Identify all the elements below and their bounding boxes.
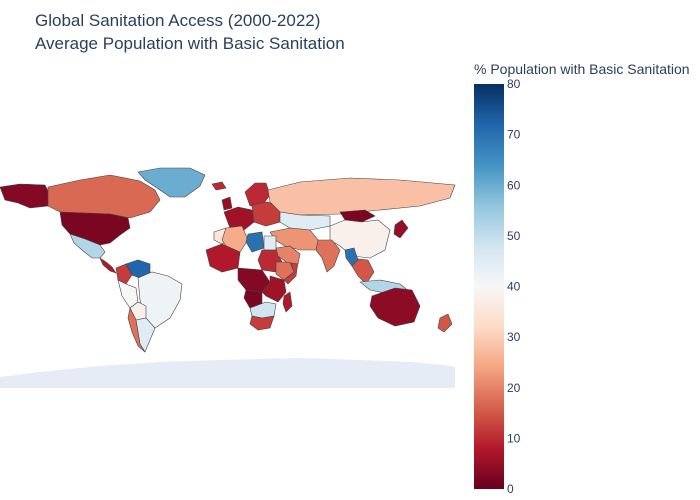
region-iceland[interactable]: Iceland: 10 (211, 181, 227, 191)
region-alaska[interactable]: Alaska: 3 (0, 183, 51, 209)
region-united-states[interactable]: United States: 2 (59, 211, 131, 246)
colorbar-ticks: 0 10 20 30 40 50 60 70 80 (507, 77, 521, 496)
region-egypt[interactable]: Egypt: 45 (263, 235, 277, 251)
region-china[interactable]: China: 38 (329, 219, 391, 259)
region-saudi-arabia[interactable]: Saudi Arabia: 20 (275, 245, 301, 265)
region-central-america[interactable]: Central America: 8 (99, 257, 117, 274)
colorbar-tick-60: 60 (507, 178, 521, 192)
region-east-africa[interactable]: East Africa: 6 (261, 275, 287, 303)
colorbar: 0 10 20 30 40 50 60 70 80 (474, 77, 521, 496)
colorbar-tick-10: 10 (507, 431, 521, 445)
colorbar-tick-30: 30 (507, 330, 521, 344)
region-greenland[interactable]: Greenland: 60 (137, 167, 206, 198)
region-united-kingdom[interactable]: United Kingdom: 5 (221, 196, 233, 211)
region-madagascar[interactable]: Madagascar: 8 (282, 291, 293, 313)
region-middle-east[interactable]: Middle East: 22 (269, 227, 319, 251)
region-mongolia[interactable]: Mongolia: 2 (339, 209, 376, 223)
antarctica (0, 358, 455, 388)
colorbar-tick-80: 80 (507, 77, 521, 91)
region-canada[interactable]: Canada: 17 (47, 174, 161, 219)
region-india[interactable]: India: 18 (315, 239, 341, 273)
region-south-africa[interactable]: South Africa: 12 (249, 315, 275, 331)
region-kazakhstan[interactable]: Kazakhstan: 45 (279, 211, 331, 231)
colorbar-tick-0: 0 (507, 482, 514, 496)
region-japan[interactable]: Japan: 5 (393, 219, 409, 239)
region-russia[interactable]: Russia: 28 (267, 177, 456, 216)
region-peru[interactable]: Peru: 40 (117, 279, 139, 309)
chart-title-line-2: Average Population with Basic Sanitation (35, 34, 345, 53)
colorbar-tick-50: 50 (507, 229, 521, 243)
colorbar-gradient (474, 84, 504, 489)
chart-title: Global Sanitation Access (2000-2022) Ave… (35, 9, 345, 55)
colorbar-tick-20: 20 (507, 381, 521, 395)
colorbar-tick-40: 40 (507, 280, 521, 294)
region-new-zealand[interactable]: New Zealand: 15 (437, 313, 453, 333)
colorbar-tick-70: 70 (507, 128, 521, 142)
region-australia[interactable]: Australia: 4 (369, 287, 421, 327)
region-colombia[interactable]: Colombia: 12 (115, 263, 133, 285)
region-chile[interactable]: Chile: 18 (127, 307, 146, 353)
map-layer[interactable]: Alaska: 3Canada: 17United States: 2Green… (0, 167, 456, 388)
region-libya[interactable]: Libya: 70 (245, 231, 265, 253)
region-myanmar[interactable]: Myanmar: 70 (344, 247, 359, 267)
colorbar-title: % Population with Basic Sanitation (474, 61, 690, 77)
chart-title-line-1: Global Sanitation Access (2000-2022) (35, 11, 321, 30)
